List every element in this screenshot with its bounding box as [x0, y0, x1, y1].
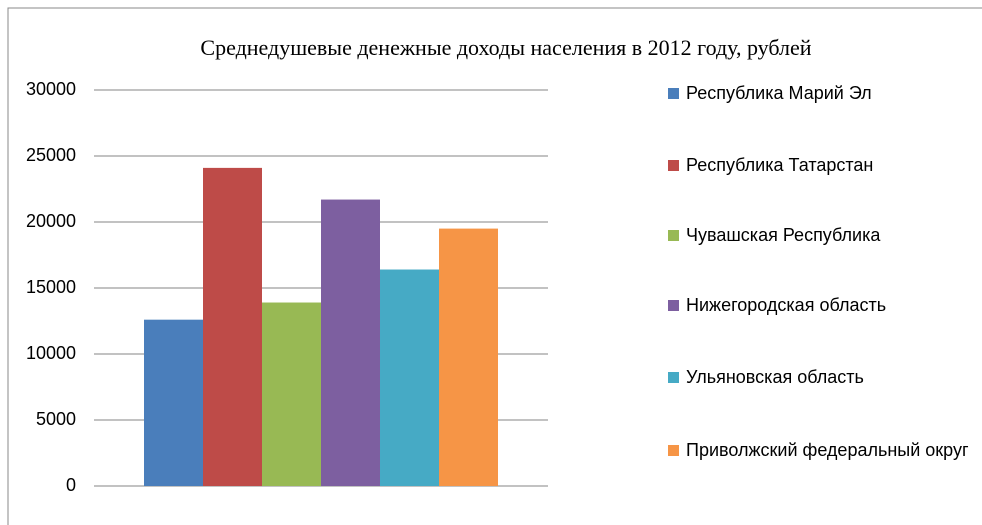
y-tick-label: 30000: [26, 79, 76, 99]
chart-frame: [7, 7, 982, 525]
y-tick-label: 25000: [26, 145, 76, 165]
legend-label: Ульяновская область: [686, 367, 864, 387]
legend-label: Приволжский федеральный округ: [686, 440, 969, 460]
y-tick-label: 15000: [26, 277, 76, 297]
legend-item: Чувашская Республика: [668, 220, 978, 250]
bar: [321, 199, 380, 486]
legend-swatch: [668, 372, 679, 383]
bar: [144, 319, 203, 486]
legend-swatch: [668, 300, 679, 311]
bar: [380, 269, 439, 486]
y-tick-label: 0: [66, 475, 76, 495]
legend-item: Нижегородская область: [668, 290, 978, 320]
legend-item: Республика Татарстан: [668, 150, 978, 180]
legend-swatch: [668, 230, 679, 241]
bar: [203, 167, 262, 486]
legend-item: Республика Марий Эл: [668, 78, 978, 108]
legend-swatch: [668, 445, 679, 456]
bar: [439, 228, 498, 486]
legend-item: Приволжский федеральный округ: [668, 435, 978, 465]
legend-label: Нижегородская область: [686, 295, 887, 315]
legend-label: Республика Марий Эл: [686, 83, 872, 103]
bar: [262, 302, 321, 486]
legend-item: Ульяновская область: [668, 362, 978, 392]
legend-label: Республика Татарстан: [686, 155, 874, 175]
legend-swatch: [668, 88, 679, 99]
y-tick-label: 10000: [26, 343, 76, 363]
y-tick-label: 5000: [36, 409, 76, 429]
y-tick-label: 20000: [26, 211, 76, 231]
chart-title: Среднедушевые денежные доходы населения …: [200, 35, 811, 60]
legend-label: Чувашская Республика: [686, 225, 881, 245]
legend-swatch: [668, 160, 679, 171]
